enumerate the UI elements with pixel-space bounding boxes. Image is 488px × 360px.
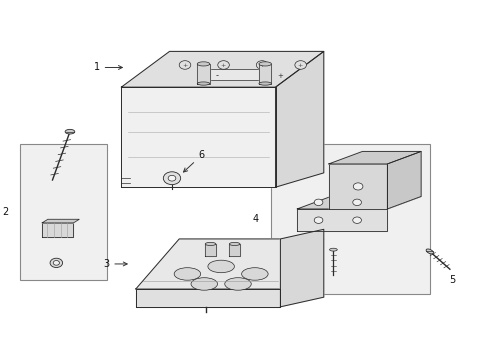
Ellipse shape — [174, 268, 200, 280]
Ellipse shape — [197, 82, 209, 85]
Text: -: - — [215, 71, 218, 80]
Ellipse shape — [258, 62, 271, 66]
Text: $+$: $+$ — [258, 61, 265, 69]
Ellipse shape — [425, 249, 432, 254]
Text: 6: 6 — [183, 150, 204, 172]
Bar — [270, 144, 429, 294]
Circle shape — [179, 61, 190, 69]
Circle shape — [352, 217, 361, 224]
Circle shape — [314, 217, 322, 224]
Ellipse shape — [197, 62, 209, 66]
Circle shape — [50, 258, 62, 267]
Circle shape — [352, 199, 361, 206]
Circle shape — [352, 183, 362, 190]
Ellipse shape — [191, 278, 217, 290]
Text: 3: 3 — [103, 259, 127, 269]
Polygon shape — [136, 239, 323, 289]
Polygon shape — [275, 51, 323, 187]
Polygon shape — [258, 64, 271, 84]
Polygon shape — [328, 152, 420, 164]
Text: $+$: $+$ — [182, 61, 188, 69]
Text: 2: 2 — [2, 207, 8, 217]
Polygon shape — [297, 197, 420, 209]
Polygon shape — [42, 223, 73, 237]
Polygon shape — [42, 219, 79, 223]
Circle shape — [314, 199, 322, 206]
Bar — [207, 69, 260, 80]
Ellipse shape — [65, 129, 75, 134]
Polygon shape — [205, 244, 215, 256]
Ellipse shape — [205, 242, 215, 246]
Polygon shape — [328, 164, 386, 209]
Circle shape — [163, 172, 180, 185]
Circle shape — [294, 61, 306, 69]
Ellipse shape — [241, 268, 267, 280]
Ellipse shape — [258, 82, 271, 85]
Ellipse shape — [329, 248, 337, 251]
Text: $+$: $+$ — [297, 61, 304, 69]
Polygon shape — [197, 64, 209, 84]
Text: 5: 5 — [448, 275, 454, 285]
Ellipse shape — [207, 260, 234, 273]
Text: 1: 1 — [93, 63, 122, 72]
Text: $+$: $+$ — [220, 61, 226, 69]
Polygon shape — [229, 244, 240, 256]
Polygon shape — [280, 229, 323, 307]
Polygon shape — [386, 152, 420, 209]
Circle shape — [256, 61, 267, 69]
Text: +: + — [277, 73, 283, 78]
Polygon shape — [121, 87, 275, 187]
Circle shape — [217, 61, 229, 69]
Ellipse shape — [224, 278, 251, 290]
Ellipse shape — [229, 242, 240, 246]
Polygon shape — [136, 289, 280, 307]
Circle shape — [168, 175, 176, 181]
Bar — [20, 144, 107, 280]
Circle shape — [53, 261, 60, 265]
Text: 4: 4 — [252, 214, 258, 224]
Polygon shape — [297, 209, 386, 231]
Polygon shape — [121, 51, 323, 87]
